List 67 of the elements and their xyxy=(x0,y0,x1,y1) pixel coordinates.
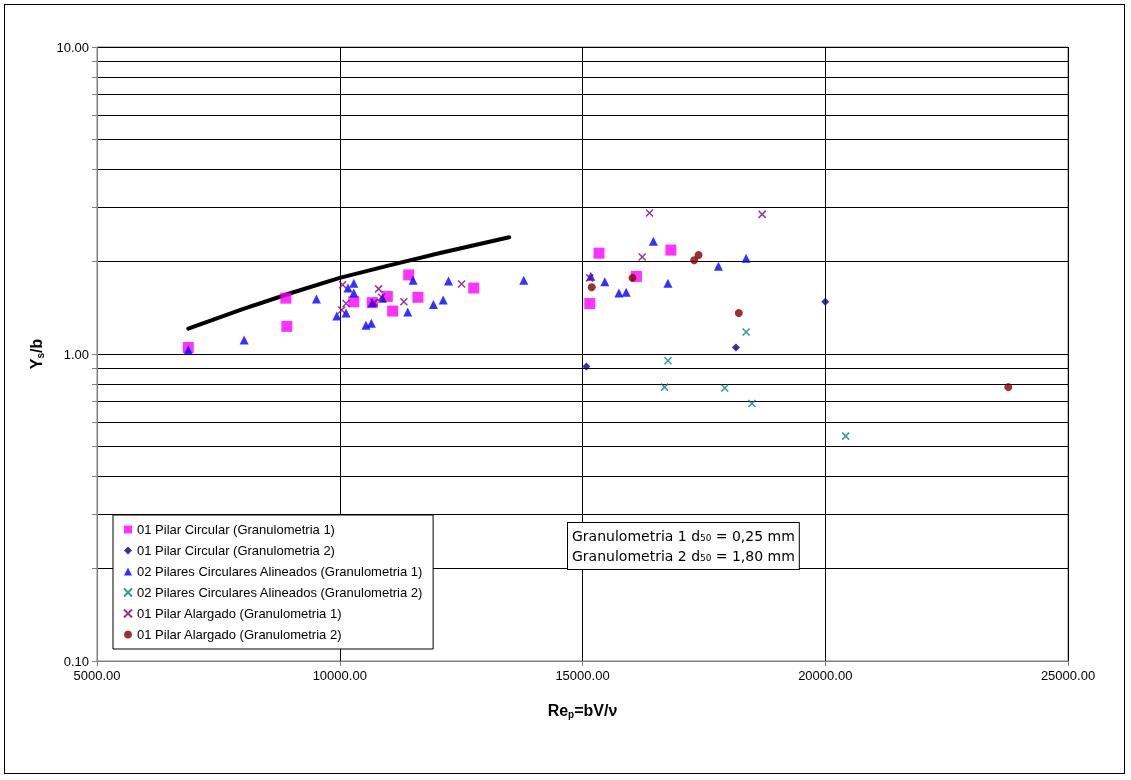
point xyxy=(734,309,743,317)
point xyxy=(663,278,673,288)
point xyxy=(1004,383,1013,392)
point xyxy=(645,208,654,218)
point xyxy=(741,253,751,263)
point xyxy=(731,343,740,352)
point xyxy=(628,273,637,282)
point xyxy=(519,275,529,285)
point xyxy=(338,280,347,290)
point xyxy=(757,210,767,219)
legend-label: 01 Pilar Circular (Granulometria 1) xyxy=(137,522,335,537)
legend-label: 02 Pilares Circulares Alineados (Granulometria 2) xyxy=(137,585,423,600)
point xyxy=(621,287,631,297)
point xyxy=(584,298,596,310)
point xyxy=(444,276,453,286)
point xyxy=(341,308,351,318)
point xyxy=(337,305,346,315)
point xyxy=(663,356,673,366)
y-axis-title: Ys/b xyxy=(28,338,47,370)
point xyxy=(720,383,729,393)
point xyxy=(239,335,249,345)
point xyxy=(343,283,353,293)
point xyxy=(747,399,757,408)
point xyxy=(637,252,647,262)
point xyxy=(660,382,669,392)
point xyxy=(690,256,699,265)
legend-label: 01 Pilar Circular (Granulometria 2) xyxy=(137,543,335,558)
point xyxy=(587,283,596,292)
point xyxy=(648,236,658,246)
x-tick-label: 5000.00 xyxy=(73,668,121,683)
point xyxy=(281,320,293,332)
legend-label: 01 Pilar Alargado (Granulometria 1) xyxy=(137,606,342,621)
y-tick-label: 0.10 xyxy=(63,653,89,669)
point xyxy=(387,305,399,317)
point xyxy=(399,297,409,306)
x-tick-label: 10000.00 xyxy=(312,668,367,683)
point xyxy=(428,299,438,309)
point xyxy=(614,288,624,298)
point xyxy=(408,275,418,285)
legend-label: 01 Pilar Alargado (Granulometria 2) xyxy=(137,627,342,642)
point xyxy=(280,292,292,304)
point xyxy=(403,269,415,281)
point xyxy=(694,251,703,260)
point xyxy=(349,288,359,298)
y-tick-label: 1.00 xyxy=(63,346,89,362)
point xyxy=(349,278,359,288)
point xyxy=(593,247,605,259)
annotation: Granulometria 1 d₅₀ = 0,25 mm xyxy=(572,528,795,544)
x-tick-label: 20000.00 xyxy=(798,668,853,683)
point xyxy=(741,327,751,337)
point xyxy=(341,299,351,308)
point xyxy=(582,362,591,371)
point xyxy=(841,431,850,441)
point xyxy=(665,244,677,256)
point xyxy=(403,307,413,317)
point xyxy=(457,279,466,289)
point xyxy=(412,291,424,303)
x-tick-label: 25000.00 xyxy=(1040,668,1096,683)
y-tick-label: 10.00 xyxy=(56,39,89,55)
x-tick-label: 15000.00 xyxy=(555,668,610,683)
point xyxy=(366,318,376,328)
annotation: Granulometria 2 d₅₀ = 1,80 mm xyxy=(572,548,795,564)
point xyxy=(713,261,723,271)
legend-label: 02 Pilares Circulares Alineados (Granulometria 1) xyxy=(137,564,423,579)
point xyxy=(468,282,480,294)
point xyxy=(821,297,830,306)
point xyxy=(311,294,321,304)
